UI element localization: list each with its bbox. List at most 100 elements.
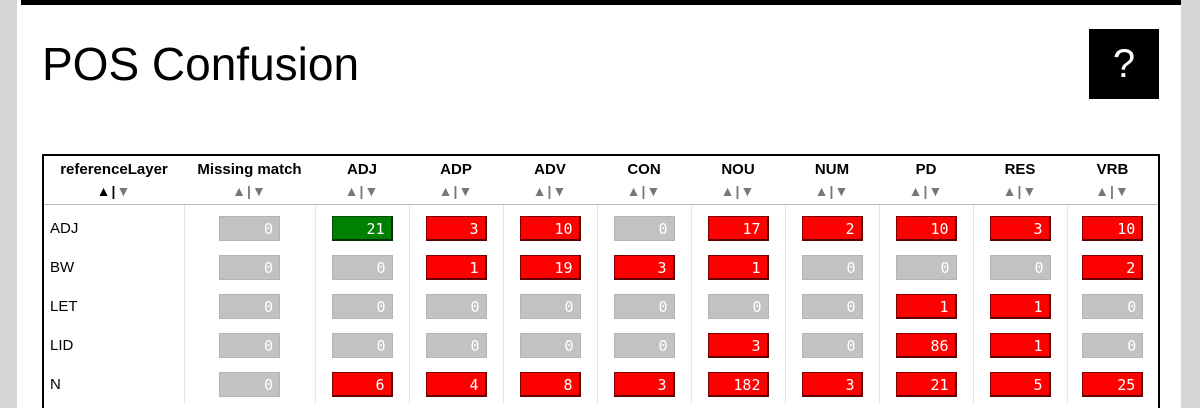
table-cell: 0 (183, 287, 315, 326)
sort-ascending-icon[interactable]: ▲ (532, 183, 548, 199)
column-header-con: CON ▲|▼ (597, 156, 691, 205)
sort-ascending-icon[interactable]: ▲ (908, 183, 924, 199)
sort-descending-icon[interactable]: ▼ (1114, 183, 1130, 199)
count-cell[interactable]: 0 (1082, 333, 1144, 358)
sort-ascending-icon[interactable]: ▲ (720, 183, 736, 199)
count-cell[interactable]: 1 (425, 255, 487, 280)
table-cell: 3 (784, 365, 879, 404)
count-cell[interactable]: 0 (989, 255, 1051, 280)
count-cell[interactable]: 5 (989, 372, 1051, 397)
count-cell[interactable]: 21 (895, 372, 957, 397)
count-cell[interactable]: 86 (895, 333, 957, 358)
count-cell[interactable]: 0 (219, 255, 280, 280)
column-header-missing-match: Missing match ▲|▼ (184, 156, 315, 205)
count-cell[interactable]: 0 (613, 333, 675, 358)
table-cell: 21 (314, 204, 409, 248)
table-cell: 0 (408, 287, 503, 326)
sort-descending-icon[interactable]: ▼ (646, 183, 662, 199)
count-cell[interactable]: 182 (707, 372, 769, 397)
count-cell[interactable]: 10 (1082, 216, 1144, 241)
count-cell[interactable]: 1 (707, 255, 769, 280)
count-cell[interactable]: 3 (425, 216, 487, 241)
count-cell[interactable]: 0 (895, 255, 957, 280)
count-cell[interactable]: 2 (801, 216, 863, 241)
table-cell: 2 (784, 204, 879, 248)
count-cell[interactable]: 0 (801, 333, 863, 358)
count-cell[interactable]: 3 (801, 372, 863, 397)
count-cell[interactable]: 1 (989, 294, 1051, 319)
sort-ascending-icon[interactable]: ▲ (1002, 183, 1018, 199)
sort-descending-icon[interactable]: ▼ (116, 183, 132, 199)
sort-separator: | (359, 183, 365, 199)
column-header-label: NUM (814, 161, 850, 178)
count-cell[interactable]: 8 (519, 372, 581, 397)
sort-ascending-icon[interactable]: ▲ (344, 183, 360, 199)
count-cell[interactable]: 3 (613, 372, 675, 397)
column-header-adp: ADP ▲|▼ (409, 156, 503, 205)
count-cell[interactable]: 3 (989, 216, 1051, 241)
count-cell[interactable]: 21 (331, 216, 393, 241)
sort-ascending-icon[interactable]: ▲ (438, 183, 454, 199)
sort-controls: ▲|▼ (409, 183, 503, 199)
count-cell[interactable]: 0 (801, 255, 863, 280)
count-cell[interactable]: 25 (1082, 372, 1144, 397)
sort-descending-icon[interactable]: ▼ (928, 183, 944, 199)
column-header-num: NUM ▲|▼ (785, 156, 879, 205)
count-cell[interactable]: 0 (613, 216, 675, 241)
sort-ascending-icon[interactable]: ▲ (1095, 183, 1111, 199)
sort-descending-icon[interactable]: ▼ (251, 183, 267, 199)
table-cell: 21 (878, 365, 973, 404)
count-cell[interactable]: 0 (613, 294, 675, 319)
count-cell[interactable]: 0 (519, 294, 581, 319)
count-cell[interactable]: 0 (219, 216, 280, 241)
sort-descending-icon[interactable]: ▼ (740, 183, 756, 199)
count-cell[interactable]: 0 (219, 372, 280, 397)
count-cell[interactable]: 0 (425, 333, 487, 358)
count-cell[interactable]: 0 (1082, 294, 1144, 319)
sort-ascending-icon[interactable]: ▲ (232, 183, 248, 199)
count-cell[interactable]: 2 (1082, 255, 1144, 280)
table-cell: 0 (183, 365, 315, 404)
count-cell[interactable]: 0 (425, 294, 487, 319)
count-cell[interactable]: 0 (519, 333, 581, 358)
table-cell: 6 (314, 365, 409, 404)
count-cell[interactable]: 1 (895, 294, 957, 319)
count-cell[interactable]: 1 (989, 333, 1051, 358)
count-cell[interactable]: 0 (219, 294, 280, 319)
count-cell[interactable]: 0 (801, 294, 863, 319)
table-cell: 8 (502, 365, 597, 404)
count-cell[interactable]: 0 (331, 294, 393, 319)
count-cell[interactable]: 6 (331, 372, 393, 397)
table-cell: 10 (878, 204, 973, 248)
sort-descending-icon[interactable]: ▼ (1022, 183, 1038, 199)
count-cell[interactable]: 3 (707, 333, 769, 358)
count-cell[interactable]: 0 (219, 333, 280, 358)
count-cell[interactable]: 0 (707, 294, 769, 319)
sort-descending-icon[interactable]: ▼ (458, 183, 474, 199)
table-cell: 0 (596, 287, 691, 326)
count-cell[interactable]: 3 (613, 255, 675, 280)
right-scrollbar-track[interactable] (1181, 0, 1200, 408)
table-cell: 0 (314, 287, 409, 326)
table-cell: 0 (784, 248, 879, 287)
sort-descending-icon[interactable]: ▼ (834, 183, 850, 199)
sort-descending-icon[interactable]: ▼ (364, 183, 380, 199)
table-cell: 4 (408, 365, 503, 404)
count-cell[interactable]: 10 (519, 216, 581, 241)
sort-controls: ▲|▼ (691, 183, 785, 199)
count-cell[interactable]: 17 (707, 216, 769, 241)
sort-separator: | (735, 183, 741, 199)
sort-ascending-icon[interactable]: ▲ (626, 183, 642, 199)
table-cell: 0 (596, 204, 691, 248)
sort-descending-icon[interactable]: ▼ (552, 183, 568, 199)
count-cell[interactable]: 0 (331, 255, 393, 280)
sort-ascending-icon[interactable]: ▲ (96, 183, 112, 199)
left-gutter (0, 0, 17, 408)
count-cell[interactable]: 0 (331, 333, 393, 358)
count-cell[interactable]: 4 (425, 372, 487, 397)
sort-ascending-icon[interactable]: ▲ (814, 183, 830, 199)
count-cell[interactable]: 10 (895, 216, 957, 241)
count-cell[interactable]: 19 (519, 255, 581, 280)
help-button[interactable]: ? (1089, 29, 1159, 99)
table-cell: 0 (1066, 326, 1158, 365)
